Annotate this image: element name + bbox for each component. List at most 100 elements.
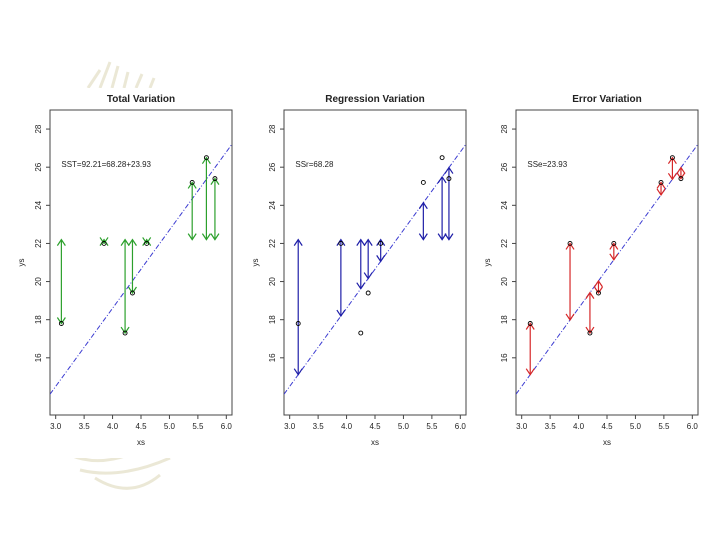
chart-panel-2: Regression Variation SSr=68.28 3.0 3.5 4.0 4.… xyxy=(251,94,467,447)
data-point xyxy=(658,179,664,185)
data-point xyxy=(420,179,426,185)
x-tick-label: 3.0 xyxy=(50,422,62,431)
x-tick-label: 4.0 xyxy=(573,422,585,431)
data-point xyxy=(101,240,107,246)
data-point xyxy=(567,240,573,246)
y-tick-label: 20 xyxy=(268,277,277,286)
segment-arrowhead xyxy=(565,313,575,322)
x-tick-label: 6.0 xyxy=(221,422,233,431)
y-tick-label: 28 xyxy=(268,124,277,133)
segment-arrowhead xyxy=(609,242,619,250)
x-axis-label: xs xyxy=(137,438,145,447)
segment-arrowhead xyxy=(676,172,686,180)
data-point xyxy=(439,155,445,161)
segment-arrowhead xyxy=(376,238,386,246)
data-point xyxy=(189,179,195,185)
segment-arrowhead xyxy=(210,233,220,241)
segment-arrowhead xyxy=(437,175,447,184)
segment-arrowhead xyxy=(336,238,346,246)
chart-panel-3: Error Variation SSe=23.93 3.0 3.5 4.0 4.5 5.0 5… xyxy=(483,94,699,447)
segment-arrowhead xyxy=(667,156,677,164)
plot-frame xyxy=(515,109,699,416)
figure-panel: Total Variation SST=92.21=68.28+23.93 3.0 3… xyxy=(6,88,714,458)
segment-arrowhead xyxy=(565,242,575,250)
segment-arrowhead xyxy=(656,181,666,189)
segment-arrowhead xyxy=(437,233,447,241)
data-point xyxy=(446,176,452,182)
x-axis-label: xs xyxy=(371,438,379,447)
data-point xyxy=(358,330,364,336)
segment-arrowhead xyxy=(667,172,677,181)
segment-arrowhead xyxy=(127,286,137,295)
x-tick-label: 5.5 xyxy=(192,422,204,431)
data-point xyxy=(678,176,684,182)
y-tick-label: 22 xyxy=(34,238,43,247)
x-tick-label: 5.0 xyxy=(630,422,642,431)
data-point xyxy=(203,155,209,161)
y-tick-label: 18 xyxy=(268,315,277,324)
y-tick-label: 28 xyxy=(500,124,509,133)
data-point xyxy=(144,240,150,246)
y-tick-label: 18 xyxy=(34,315,43,324)
x-tick-label: 3.5 xyxy=(79,422,91,431)
segment-arrowhead xyxy=(293,238,303,246)
regression-line xyxy=(516,143,698,395)
segment-arrowhead xyxy=(201,233,211,241)
x-tick-label: 5.5 xyxy=(426,422,438,431)
segment-arrowhead xyxy=(363,272,373,280)
y-tick-label: 28 xyxy=(34,124,43,133)
data-point xyxy=(338,240,344,246)
regression-line xyxy=(284,143,466,395)
y-tick-label: 20 xyxy=(500,277,509,286)
segment-arrowhead xyxy=(593,286,603,295)
x-tick-label: 4.5 xyxy=(135,422,147,431)
x-tick-label: 6.0 xyxy=(455,422,467,431)
y-tick-label: 20 xyxy=(34,277,43,286)
chart-title: Total Variation xyxy=(107,94,175,105)
x-tick-label: 5.0 xyxy=(164,422,176,431)
y-tick-label: 16 xyxy=(268,353,277,362)
segment-arrowhead xyxy=(593,279,603,288)
data-point xyxy=(527,321,533,326)
y-tick-label: 26 xyxy=(34,162,43,171)
data-point xyxy=(58,321,64,326)
segment-arrowhead xyxy=(336,309,346,318)
segment-arrowhead xyxy=(187,233,197,241)
segment-arrowhead xyxy=(585,326,595,335)
y-tick-label: 24 xyxy=(34,200,43,209)
x-tick-label: 3.5 xyxy=(313,422,325,431)
chart-title: Error Variation xyxy=(572,94,641,105)
segment-arrowhead xyxy=(656,188,666,197)
data-point xyxy=(212,176,218,182)
data-point xyxy=(596,290,601,296)
segment-arrowhead xyxy=(293,368,303,376)
regression-line xyxy=(50,143,232,395)
segment-arrowhead xyxy=(363,238,373,246)
data-point xyxy=(295,321,301,326)
segment-arrowhead xyxy=(142,238,152,246)
segment-arrowhead xyxy=(120,238,130,246)
segment-arrowhead xyxy=(676,166,686,174)
segment-arrowhead xyxy=(99,237,109,245)
data-point xyxy=(365,290,371,296)
y-tick-label: 26 xyxy=(500,162,509,171)
x-tick-label: 4.0 xyxy=(107,422,119,431)
segment-arrowhead xyxy=(120,326,130,335)
y-axis-label: ys xyxy=(483,259,492,267)
x-tick-label: 5.5 xyxy=(658,422,670,431)
segment-arrowhead xyxy=(376,255,386,263)
chart-title: Regression Variation xyxy=(325,94,424,105)
data-point xyxy=(611,240,617,246)
y-tick-label: 16 xyxy=(500,353,509,362)
data-point xyxy=(587,330,593,336)
segment-arrowhead xyxy=(99,238,109,246)
x-tick-label: 3.0 xyxy=(284,422,296,431)
sum-of-squares-label: SSe=23.93 xyxy=(527,160,567,169)
plot-frame xyxy=(49,109,233,416)
segment-arrowhead xyxy=(356,238,366,246)
chart-panel-1: Total Variation SST=92.21=68.28+23.93 3.0 3… xyxy=(17,94,233,447)
data-point xyxy=(669,155,675,161)
y-tick-label: 26 xyxy=(268,162,277,171)
segment-arrowhead xyxy=(444,233,454,241)
y-axis-label: ys xyxy=(251,259,260,267)
